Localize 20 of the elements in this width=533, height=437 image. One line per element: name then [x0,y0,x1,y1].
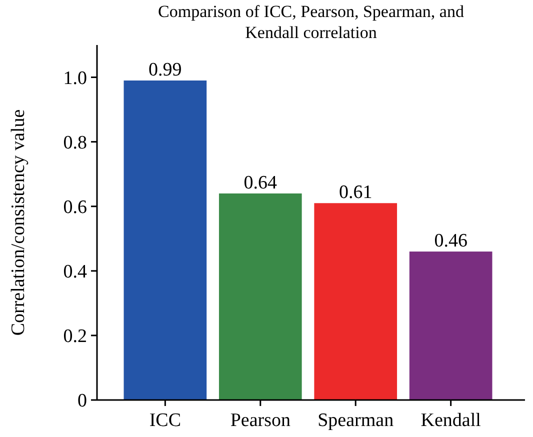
bar [124,80,207,400]
x-tick-label: Kendall [420,410,481,431]
y-tick-label: 0.8 [63,132,87,154]
data-label: 0.99 [148,60,182,80]
x-tick-label: Pearson [230,410,291,431]
y-tick-label: 0.2 [63,326,87,348]
y-tick-label: 1.0 [63,68,87,89]
y-tick-label: 0.4 [63,262,88,283]
data-label: 0.61 [338,182,372,204]
data-label: 0.64 [244,172,278,194]
bar [409,252,492,400]
data-label: 0.46 [434,230,468,252]
bar [218,193,302,400]
y-axis-title: Correlation/consistency value [8,109,29,336]
y-tick-label: 0.6 [63,197,87,218]
bar [314,203,398,400]
y-tick-label: 0 [78,390,87,412]
x-tick-label: Spearman [318,410,394,431]
x-tick-label: ICC [149,410,182,431]
chart-title: Comparison of ICC, Pearson, Spearman, and Kendall correlation [158,2,464,42]
